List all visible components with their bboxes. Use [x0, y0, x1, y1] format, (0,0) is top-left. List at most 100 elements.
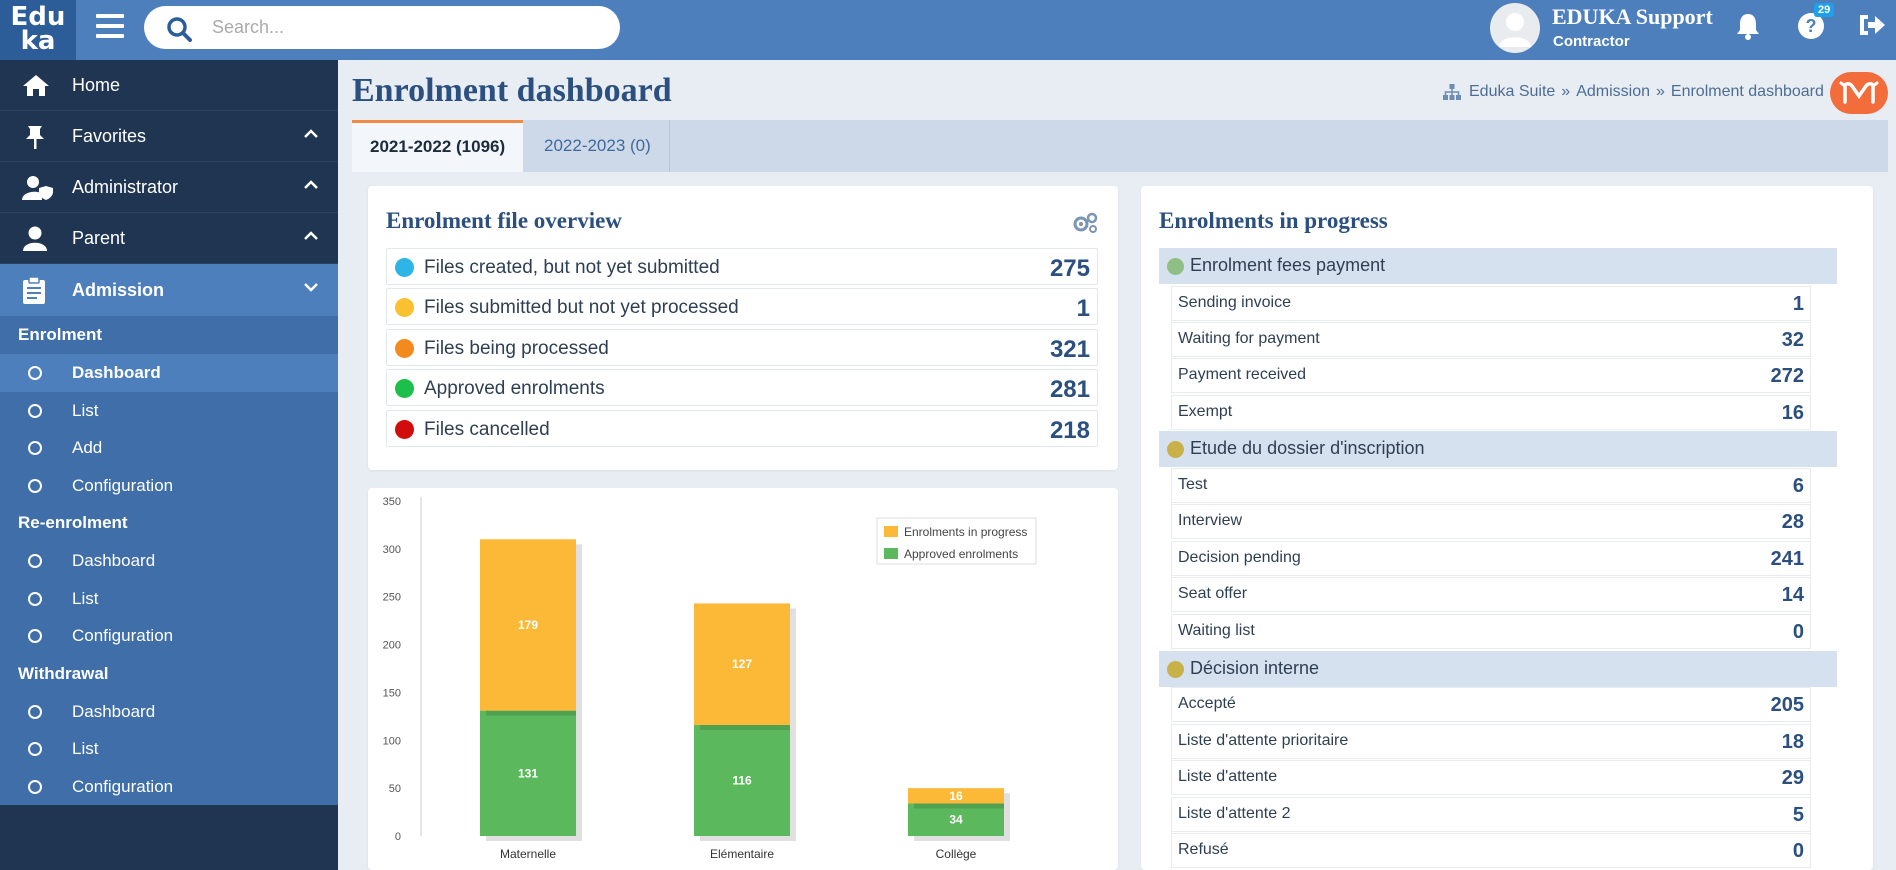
progress-count: 241: [1770, 548, 1804, 570]
breadcrumb-link-admission[interactable]: Admission: [1576, 83, 1650, 100]
gears-icon[interactable]: [1072, 212, 1098, 234]
chevron-up-icon: [304, 231, 318, 240]
search-input[interactable]: [212, 14, 602, 40]
progress-count: 14: [1781, 584, 1804, 606]
bar-value-label: 127: [732, 657, 752, 671]
user-shield-icon: [22, 176, 53, 200]
brand-badge[interactable]: [1830, 72, 1888, 114]
circle-icon: [28, 403, 42, 418]
submenu-heading-withdrawal: Withdrawal: [18, 663, 109, 683]
submenu-label: List: [72, 739, 99, 758]
progress-label: Refusé: [1178, 841, 1229, 858]
progress-count: 32: [1781, 329, 1804, 351]
overview-count: 281: [1049, 376, 1090, 403]
status-dot: [395, 258, 414, 277]
overview-row-created[interactable]: Files created, but not yet submitted 275: [386, 248, 1098, 285]
x-category-label: Elémentaire: [710, 847, 774, 861]
bell-icon[interactable]: [1736, 12, 1760, 40]
tab-2022-2023[interactable]: 2022-2023 (0): [526, 120, 670, 172]
progress-row[interactable]: Seat offer 14: [1171, 577, 1811, 612]
submenu-label: Dashboard: [72, 363, 161, 382]
submenu-item-enrolment-add[interactable]: Add: [0, 429, 338, 467]
progress-row[interactable]: Interview 28: [1171, 504, 1811, 539]
legend-label: Enrolments in progress: [904, 525, 1027, 539]
breadcrumb-link-suite[interactable]: Eduka Suite: [1469, 83, 1556, 100]
progress-group-header: Etude du dossier d'inscription: [1159, 431, 1837, 467]
progress-count: 28: [1781, 511, 1804, 533]
money-icon: [1167, 258, 1184, 275]
progress-row[interactable]: Test 6: [1171, 468, 1811, 503]
bar-value-label: 116: [732, 773, 752, 787]
admission-submenu: Enrolment Dashboard List Add Configurati…: [0, 316, 338, 805]
progress-title: Enrolments in progress: [1159, 208, 1388, 233]
year-tabs: 2021-2022 (1096) 2022-2023 (0): [352, 120, 1888, 172]
progress-label: Liste d'attente: [1178, 768, 1278, 785]
progress-row[interactable]: Payment received 272: [1171, 358, 1811, 393]
progress-row[interactable]: Waiting for payment 32: [1171, 322, 1811, 357]
submenu-item-enrolment-configuration[interactable]: Configuration: [0, 467, 338, 505]
bar-value-label: 34: [949, 813, 963, 827]
tab-2021-2022[interactable]: 2021-2022 (1096): [352, 120, 524, 172]
chevron-up-icon: [304, 180, 318, 189]
app-logo[interactable]: Edu ka: [0, 0, 76, 60]
chart-legend: [876, 517, 1037, 565]
progress-row[interactable]: Liste d'attente 29: [1171, 760, 1811, 795]
sidebar-item-favorites[interactable]: Favorites: [0, 111, 338, 162]
enrolment-bar-chart: 0 50 100 150 200 250 300 350 131 179 Maternelle 116…: [383, 496, 1037, 861]
pin-icon: [26, 126, 44, 149]
progress-row[interactable]: Decision pending 241: [1171, 541, 1811, 576]
group-title: Décision interne: [1190, 658, 1320, 678]
submenu-item-reenrolment-dashboard[interactable]: Dashboard: [0, 542, 338, 580]
logout-icon[interactable]: [1858, 12, 1886, 38]
status-dot: [395, 379, 414, 398]
document-icon: [1167, 661, 1184, 678]
menu-toggle-icon[interactable]: [96, 14, 124, 38]
circle-icon: [28, 478, 42, 493]
sidebar-item-parent[interactable]: Parent: [0, 213, 338, 264]
top-bar: Edu ka EDUKA Support Contractor ? 29: [0, 0, 1896, 60]
page-title: Enrolment dashboard: [352, 72, 672, 109]
progress-count: 1: [1792, 293, 1804, 315]
overview-row-processing[interactable]: Files being processed 321: [386, 329, 1098, 366]
sidebar-item-admission[interactable]: Admission: [0, 264, 338, 316]
progress-label: Decision pending: [1178, 549, 1301, 566]
chart-card: 0 50 100 150 200 250 300 350 131 179 Maternelle 116…: [368, 488, 1118, 870]
submenu-label: Configuration: [72, 626, 174, 645]
overview-row-cancelled[interactable]: Files cancelled 218: [386, 410, 1098, 447]
submenu-item-withdrawal-configuration[interactable]: Configuration: [0, 768, 338, 806]
progress-row[interactable]: Exempt 16: [1171, 395, 1811, 430]
progress-row[interactable]: Liste d'attente 2 5: [1171, 797, 1811, 832]
breadcrumb-separator: »: [1656, 83, 1665, 100]
avatar[interactable]: [1490, 3, 1540, 53]
progress-label: Seat offer: [1178, 585, 1248, 602]
submenu-item-enrolment-list[interactable]: List: [0, 392, 338, 430]
submenu-item-reenrolment-configuration[interactable]: Configuration: [0, 617, 338, 655]
submenu-item-enrolment-dashboard[interactable]: Dashboard: [0, 354, 338, 392]
progress-count: 18: [1781, 731, 1804, 753]
progress-row[interactable]: Sending invoice 1: [1171, 286, 1811, 321]
sidebar-item-home[interactable]: Home: [0, 60, 338, 111]
overview-row-approved[interactable]: Approved enrolments 281: [386, 369, 1098, 406]
home-icon: [23, 75, 49, 96]
submenu-item-withdrawal-list[interactable]: List: [0, 730, 338, 768]
x-category-label: Maternelle: [500, 847, 556, 861]
user-name[interactable]: EDUKA Support: [1552, 4, 1713, 29]
progress-count: 6: [1792, 475, 1804, 497]
sidebar-item-label: Favorites: [72, 125, 147, 146]
search-bar: [144, 6, 620, 49]
overview-label: Files cancelled: [424, 419, 550, 440]
progress-count: 16: [1781, 402, 1804, 424]
progress-row[interactable]: Waiting list 0: [1171, 614, 1811, 649]
sidebar-item-administrator[interactable]: Administrator: [0, 162, 338, 213]
overview-row-submitted[interactable]: Files submitted but not yet processed 1: [386, 288, 1098, 325]
progress-row[interactable]: Refusé 0: [1171, 833, 1811, 868]
progress-row[interactable]: Accepté 205: [1171, 687, 1811, 722]
overview-count: 321: [1049, 336, 1090, 363]
help-icon[interactable]: ?: [1797, 12, 1825, 40]
submenu-item-reenrolment-list[interactable]: List: [0, 580, 338, 618]
submenu-item-withdrawal-dashboard[interactable]: Dashboard: [0, 693, 338, 731]
progress-count: 272: [1770, 365, 1804, 387]
clipboard-icon: [23, 277, 45, 304]
progress-row[interactable]: Liste d'attente prioritaire 18: [1171, 724, 1811, 759]
progress-count: 29: [1781, 767, 1804, 789]
